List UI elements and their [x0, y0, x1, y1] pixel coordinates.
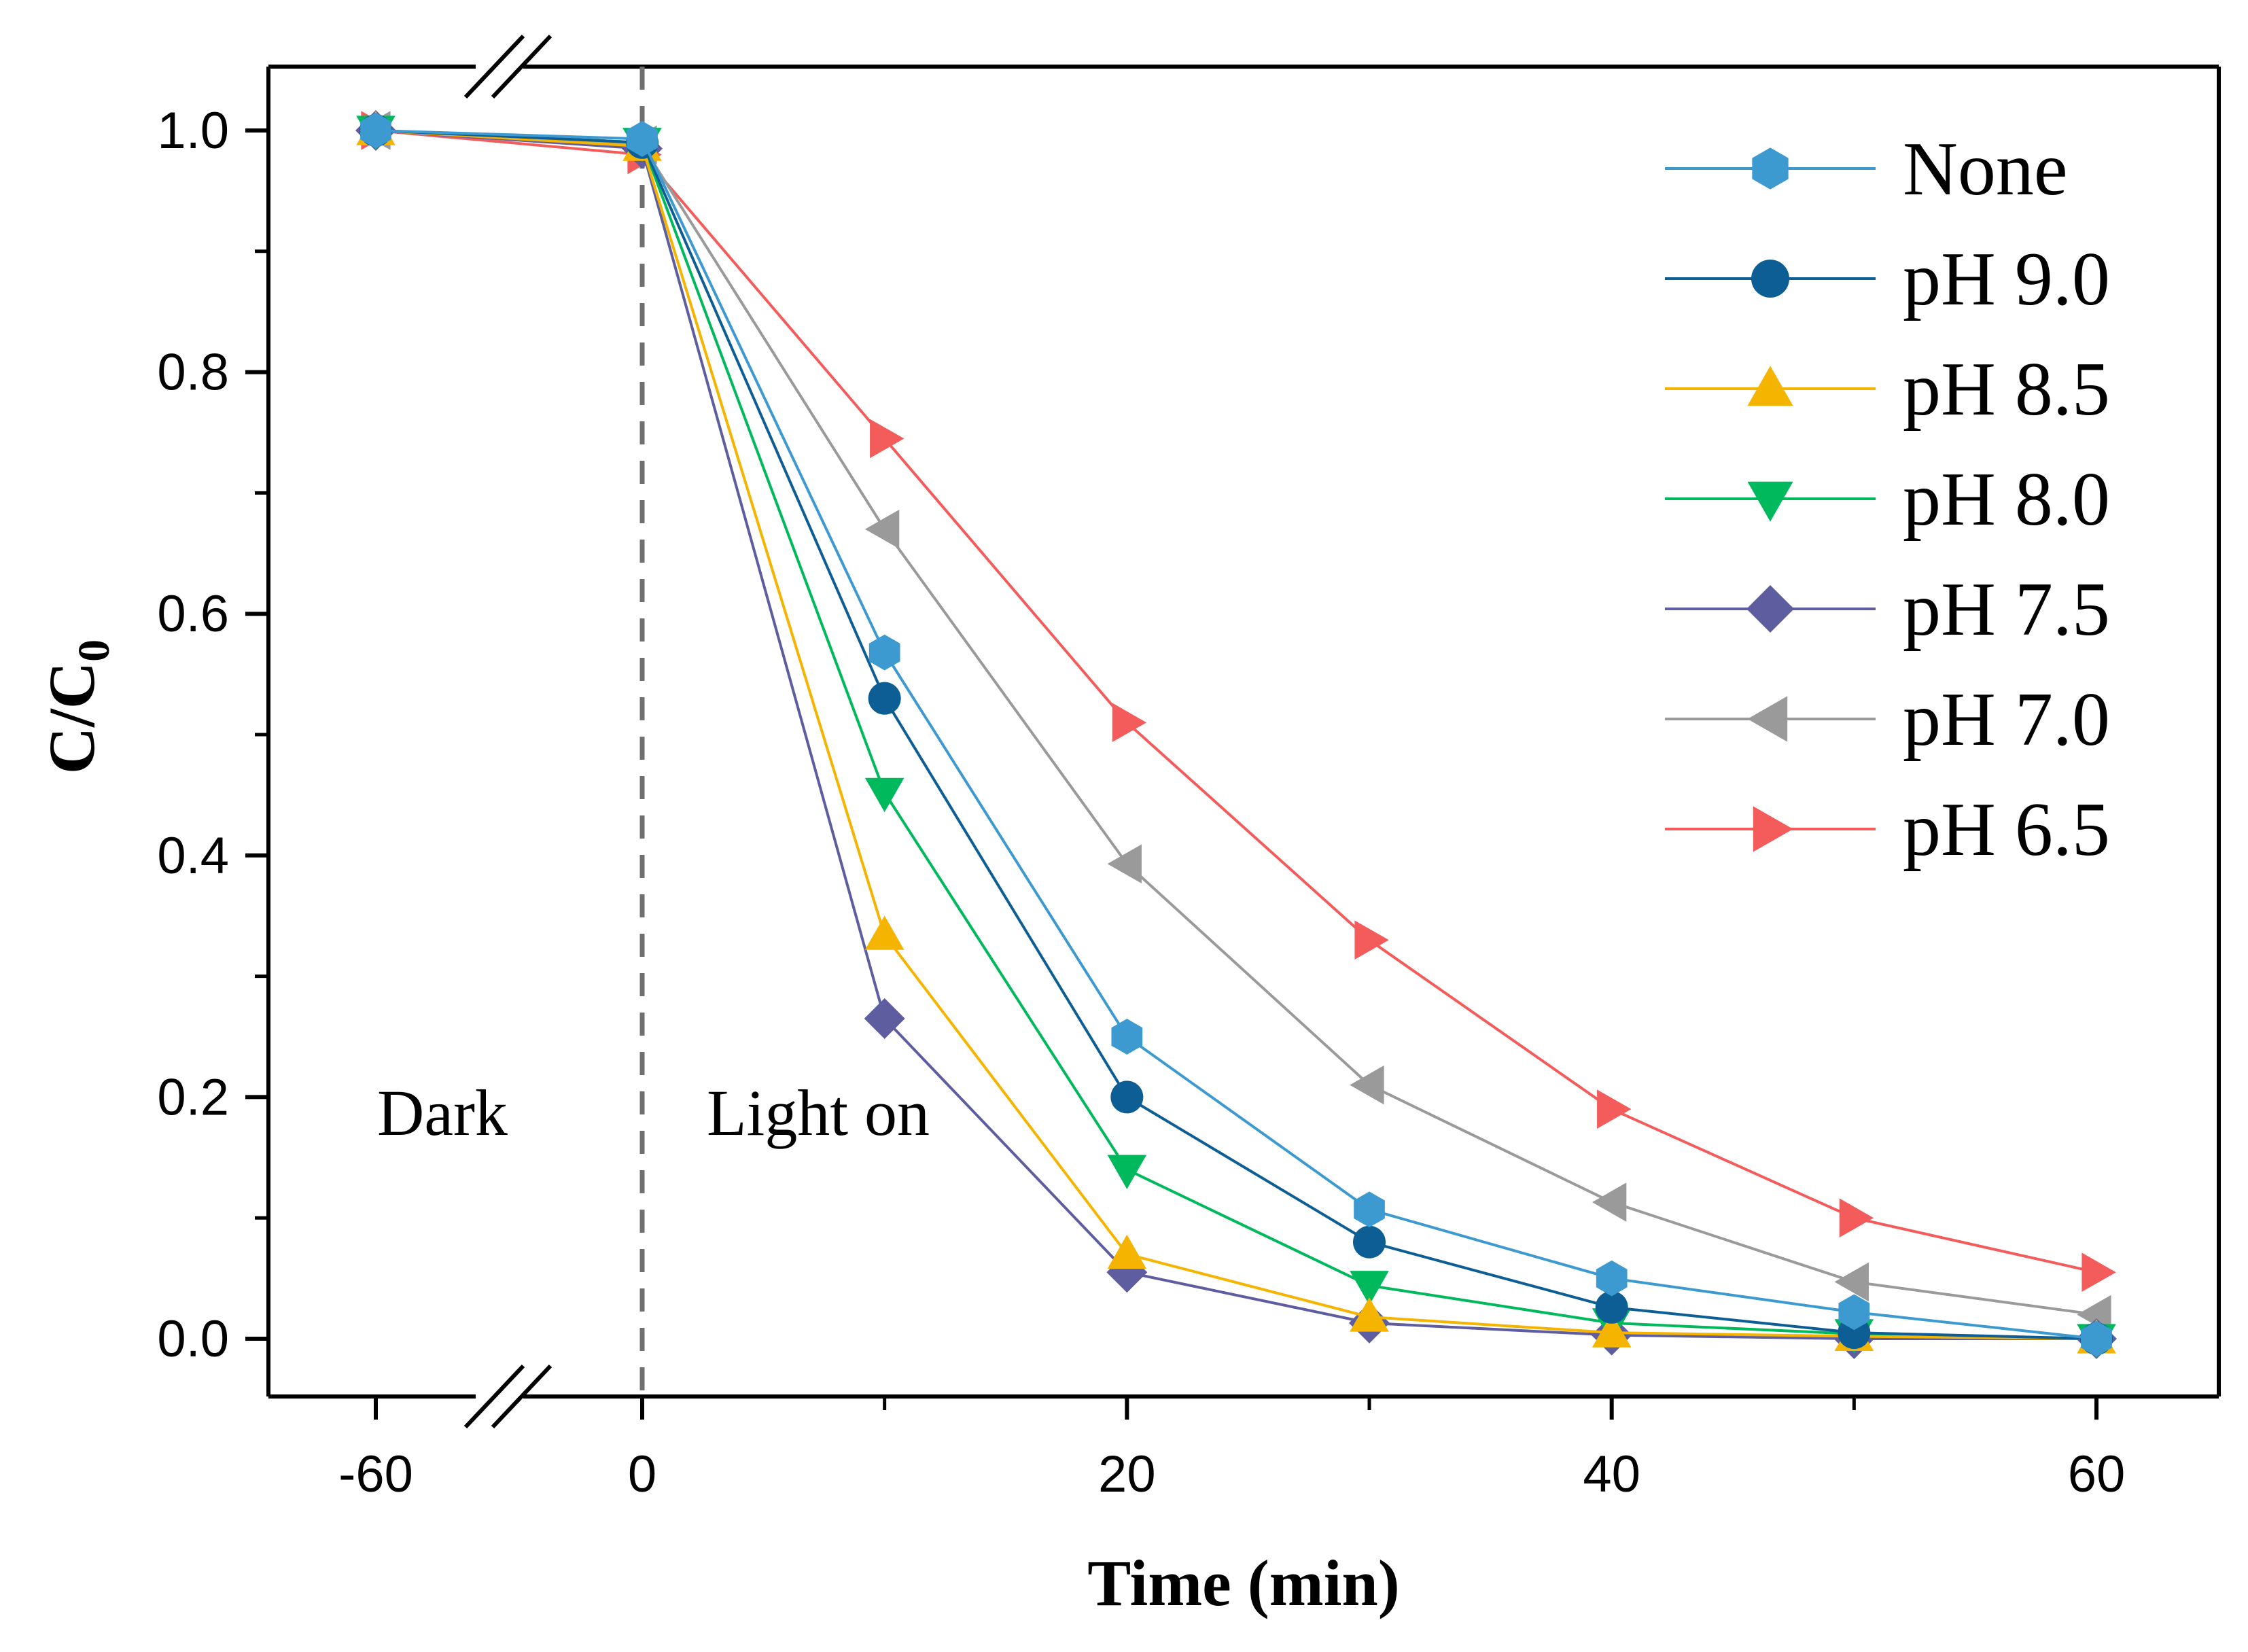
legend-item: pH 8.0 — [1665, 457, 2110, 542]
data-point — [1596, 1260, 1628, 1297]
data-point — [2082, 1252, 2116, 1293]
legend-marker — [1747, 366, 1793, 406]
data-point — [2081, 1320, 2112, 1357]
data-point — [864, 777, 905, 813]
data-point — [1107, 1155, 1147, 1189]
data-point — [1111, 1019, 1143, 1055]
series-pH-7_5 — [355, 110, 2117, 1359]
legend-item: pH 7.5 — [1665, 567, 2110, 652]
x-tick-label: 0 — [628, 1445, 656, 1503]
data-point — [870, 419, 905, 459]
data-point — [1350, 1271, 1389, 1305]
data-point — [1353, 1225, 1386, 1259]
data-point — [864, 998, 905, 1039]
y-tick-label: 0.4 — [157, 827, 229, 885]
y-axis-title: C/C0 — [35, 639, 119, 774]
x-tick-label: 20 — [1098, 1445, 1156, 1503]
legend-label: pH 8.0 — [1903, 457, 2110, 542]
legend-label: pH 8.5 — [1903, 347, 2110, 432]
axis-break-bottom-2 — [491, 1364, 552, 1429]
legend-label: pH 7.5 — [1903, 567, 2110, 652]
series-None — [360, 112, 2112, 1357]
y-tick-label: 1.0 — [157, 102, 229, 160]
legend-marker — [1753, 806, 1793, 852]
legend-item: None — [1665, 127, 2068, 211]
y-tick-label: 0.0 — [157, 1310, 229, 1368]
legend-item: pH 8.5 — [1665, 347, 2110, 432]
data-point — [1354, 920, 1389, 960]
data-point — [1107, 1234, 1147, 1269]
data-point — [1110, 1080, 1144, 1114]
series-line — [375, 129, 2097, 1316]
y-tick-label: 0.6 — [157, 585, 229, 643]
data-point — [1834, 1262, 1869, 1302]
x-tick-label: 40 — [1583, 1445, 1640, 1503]
legend-marker — [1746, 585, 1794, 633]
y-axis-title-main: C/C — [35, 662, 108, 774]
series-line — [375, 129, 2097, 1340]
data-point — [1350, 1297, 1389, 1332]
series-line — [375, 129, 2097, 1340]
data-point — [1350, 1065, 1384, 1105]
data-point — [1107, 844, 1142, 884]
light-on-annotation: Light on — [707, 1076, 930, 1149]
legend-label: None — [1903, 127, 2068, 211]
data-point — [1839, 1198, 1874, 1237]
data-point — [1354, 1191, 1385, 1228]
series-pH-8_0 — [356, 116, 2116, 1358]
series-line — [375, 129, 2097, 1340]
series-line — [375, 129, 2096, 1340]
dark-annotation: Dark — [377, 1076, 508, 1149]
legend-label: pH 9.0 — [1903, 237, 2110, 321]
legend-label: pH 6.5 — [1903, 788, 2110, 872]
x-axis-title: Time (min) — [1087, 1547, 1400, 1619]
data-point — [1838, 1294, 1870, 1331]
data-point — [1595, 1290, 1628, 1324]
y-axis-title-subscript: 0 — [69, 639, 119, 662]
legend-item: pH 6.5 — [1665, 788, 2110, 872]
axis-break-bottom-1 — [463, 1364, 525, 1429]
legend-marker — [1752, 147, 1789, 190]
legend-label: pH 7.0 — [1903, 678, 2110, 762]
series-line — [375, 129, 2097, 1340]
axis-break-top-2 — [491, 34, 552, 99]
data-point — [360, 112, 391, 149]
series-pH-8_5 — [356, 111, 2116, 1354]
series-line — [375, 129, 2097, 1274]
series-pH-9_0 — [359, 114, 2113, 1355]
legend-item: pH 7.0 — [1665, 678, 2110, 762]
data-point — [868, 634, 900, 671]
data-point — [1592, 1182, 1627, 1222]
data-point — [1597, 1089, 1632, 1129]
series-pH-7_0 — [356, 111, 2111, 1335]
legend-marker — [1751, 260, 1789, 298]
data-point — [1592, 1313, 1632, 1348]
data-point — [1112, 703, 1147, 743]
data-point — [627, 121, 658, 157]
x-tick-label: 60 — [2068, 1445, 2126, 1503]
data-point — [864, 915, 905, 950]
y-tick-label: 0.8 — [157, 344, 229, 402]
data-point — [864, 509, 900, 549]
x-tick-label: -60 — [338, 1445, 413, 1503]
data-point — [868, 682, 901, 715]
legend-marker — [1747, 696, 1788, 742]
legend-item: pH 9.0 — [1665, 237, 2110, 321]
axis-break-top-1 — [463, 34, 525, 99]
y-tick-label: 0.2 — [157, 1068, 229, 1126]
legend-marker — [1747, 481, 1793, 522]
